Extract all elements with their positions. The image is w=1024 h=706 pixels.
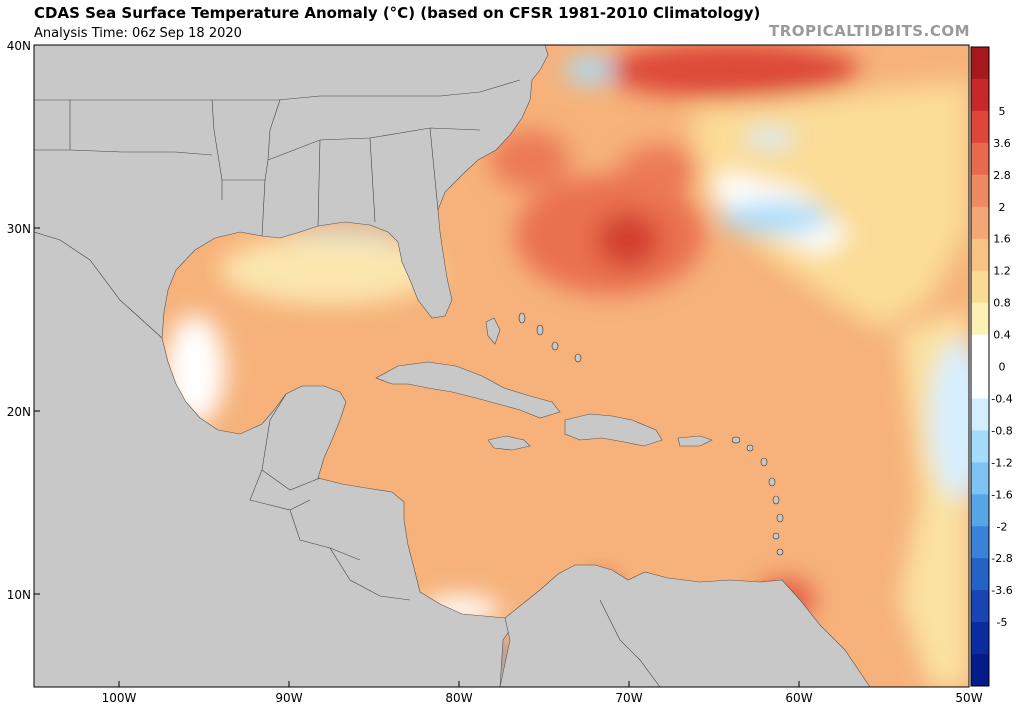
analysis-time: Analysis Time: 06z Sep 18 2020 <box>34 26 242 41</box>
lon-tick-label: 90W <box>275 691 302 705</box>
colorbar-frame <box>970 46 990 687</box>
colorbar-swatch <box>971 110 989 144</box>
map-title: CDAS Sea Surface Temperature Anomaly (°C… <box>34 4 761 22</box>
colorbar-tick-label: -5 <box>997 616 1008 629</box>
lon-tick-label: 60W <box>785 691 812 705</box>
colorbar-tick-label: -0.8 <box>991 424 1012 437</box>
colorbar-swatch <box>971 526 989 559</box>
lat-tick-label: 30N <box>7 222 31 236</box>
colorbar-tick-label: 0.4 <box>993 329 1011 342</box>
lat-tick-label: 20N <box>7 405 31 419</box>
colorbar-swatch <box>971 206 989 240</box>
colorbar-swatch <box>971 142 989 176</box>
map-frame <box>33 44 970 688</box>
lon-tick-label: 50W <box>955 691 982 705</box>
lat-tick-label: 10N <box>7 588 31 602</box>
colorbar <box>970 46 990 687</box>
colorbar-swatch <box>971 494 989 527</box>
colorbar-tick-label: 5 <box>999 105 1006 118</box>
colorbar-swatch <box>971 590 989 623</box>
lat-tick-label: 40N <box>7 39 31 53</box>
colorbar-tick-label: -3.6 <box>991 584 1012 597</box>
colorbar-tick-label: -1.2 <box>991 456 1012 469</box>
colorbar-tick-label: 1.2 <box>993 265 1011 278</box>
colorbar-swatch <box>971 654 989 687</box>
site-watermark: TROPICALTIDBITS.COM <box>769 22 970 40</box>
colorbar-swatch <box>971 78 989 112</box>
colorbar-swatch <box>971 238 989 272</box>
colorbar-tick-label: 0 <box>999 361 1006 374</box>
colorbar-tick-label: 2 <box>999 201 1006 214</box>
colorbar-labels: 5 3.6 2.8 2 1.6 1.2 0.8 0.4 0 -0.4 -0.8 -1.2 -1.6 -2 -… <box>991 105 1012 629</box>
colorbar-tick-label: 2.8 <box>993 169 1011 182</box>
colorbar-swatch <box>971 398 989 431</box>
political-borders <box>34 79 661 687</box>
colorbar-tick-label: -1.6 <box>991 488 1012 501</box>
colorbar-tick-label: -2 <box>997 520 1008 533</box>
colorbar-tick-label: 3.6 <box>993 137 1011 150</box>
lat-axis <box>34 44 40 595</box>
colorbar-swatch <box>971 270 989 304</box>
colorbar-swatch <box>971 462 989 495</box>
colorbar-swatch <box>971 174 989 208</box>
colorbar-swatch <box>971 334 989 367</box>
colorbar-tick-label: 0.8 <box>993 297 1011 310</box>
colorbar-swatch <box>971 302 989 336</box>
lon-tick-label: 80W <box>445 691 472 705</box>
colorbar-swatch <box>971 430 989 463</box>
lesser-antilles <box>518 312 784 556</box>
colorbar-tick-label: -0.4 <box>991 392 1012 405</box>
colorbar-tick-label: -2.8 <box>991 552 1012 565</box>
colorbar-tick-label: 1.6 <box>993 233 1011 246</box>
colorbar-swatch <box>971 622 989 655</box>
colorbar-swatch <box>971 366 989 399</box>
lon-axis <box>118 681 970 687</box>
landmass <box>34 45 871 687</box>
colorbar-swatch <box>971 558 989 591</box>
colorbar-swatch <box>971 47 989 80</box>
lon-tick-label: 100W <box>102 691 137 705</box>
lon-tick-label: 70W <box>615 691 642 705</box>
